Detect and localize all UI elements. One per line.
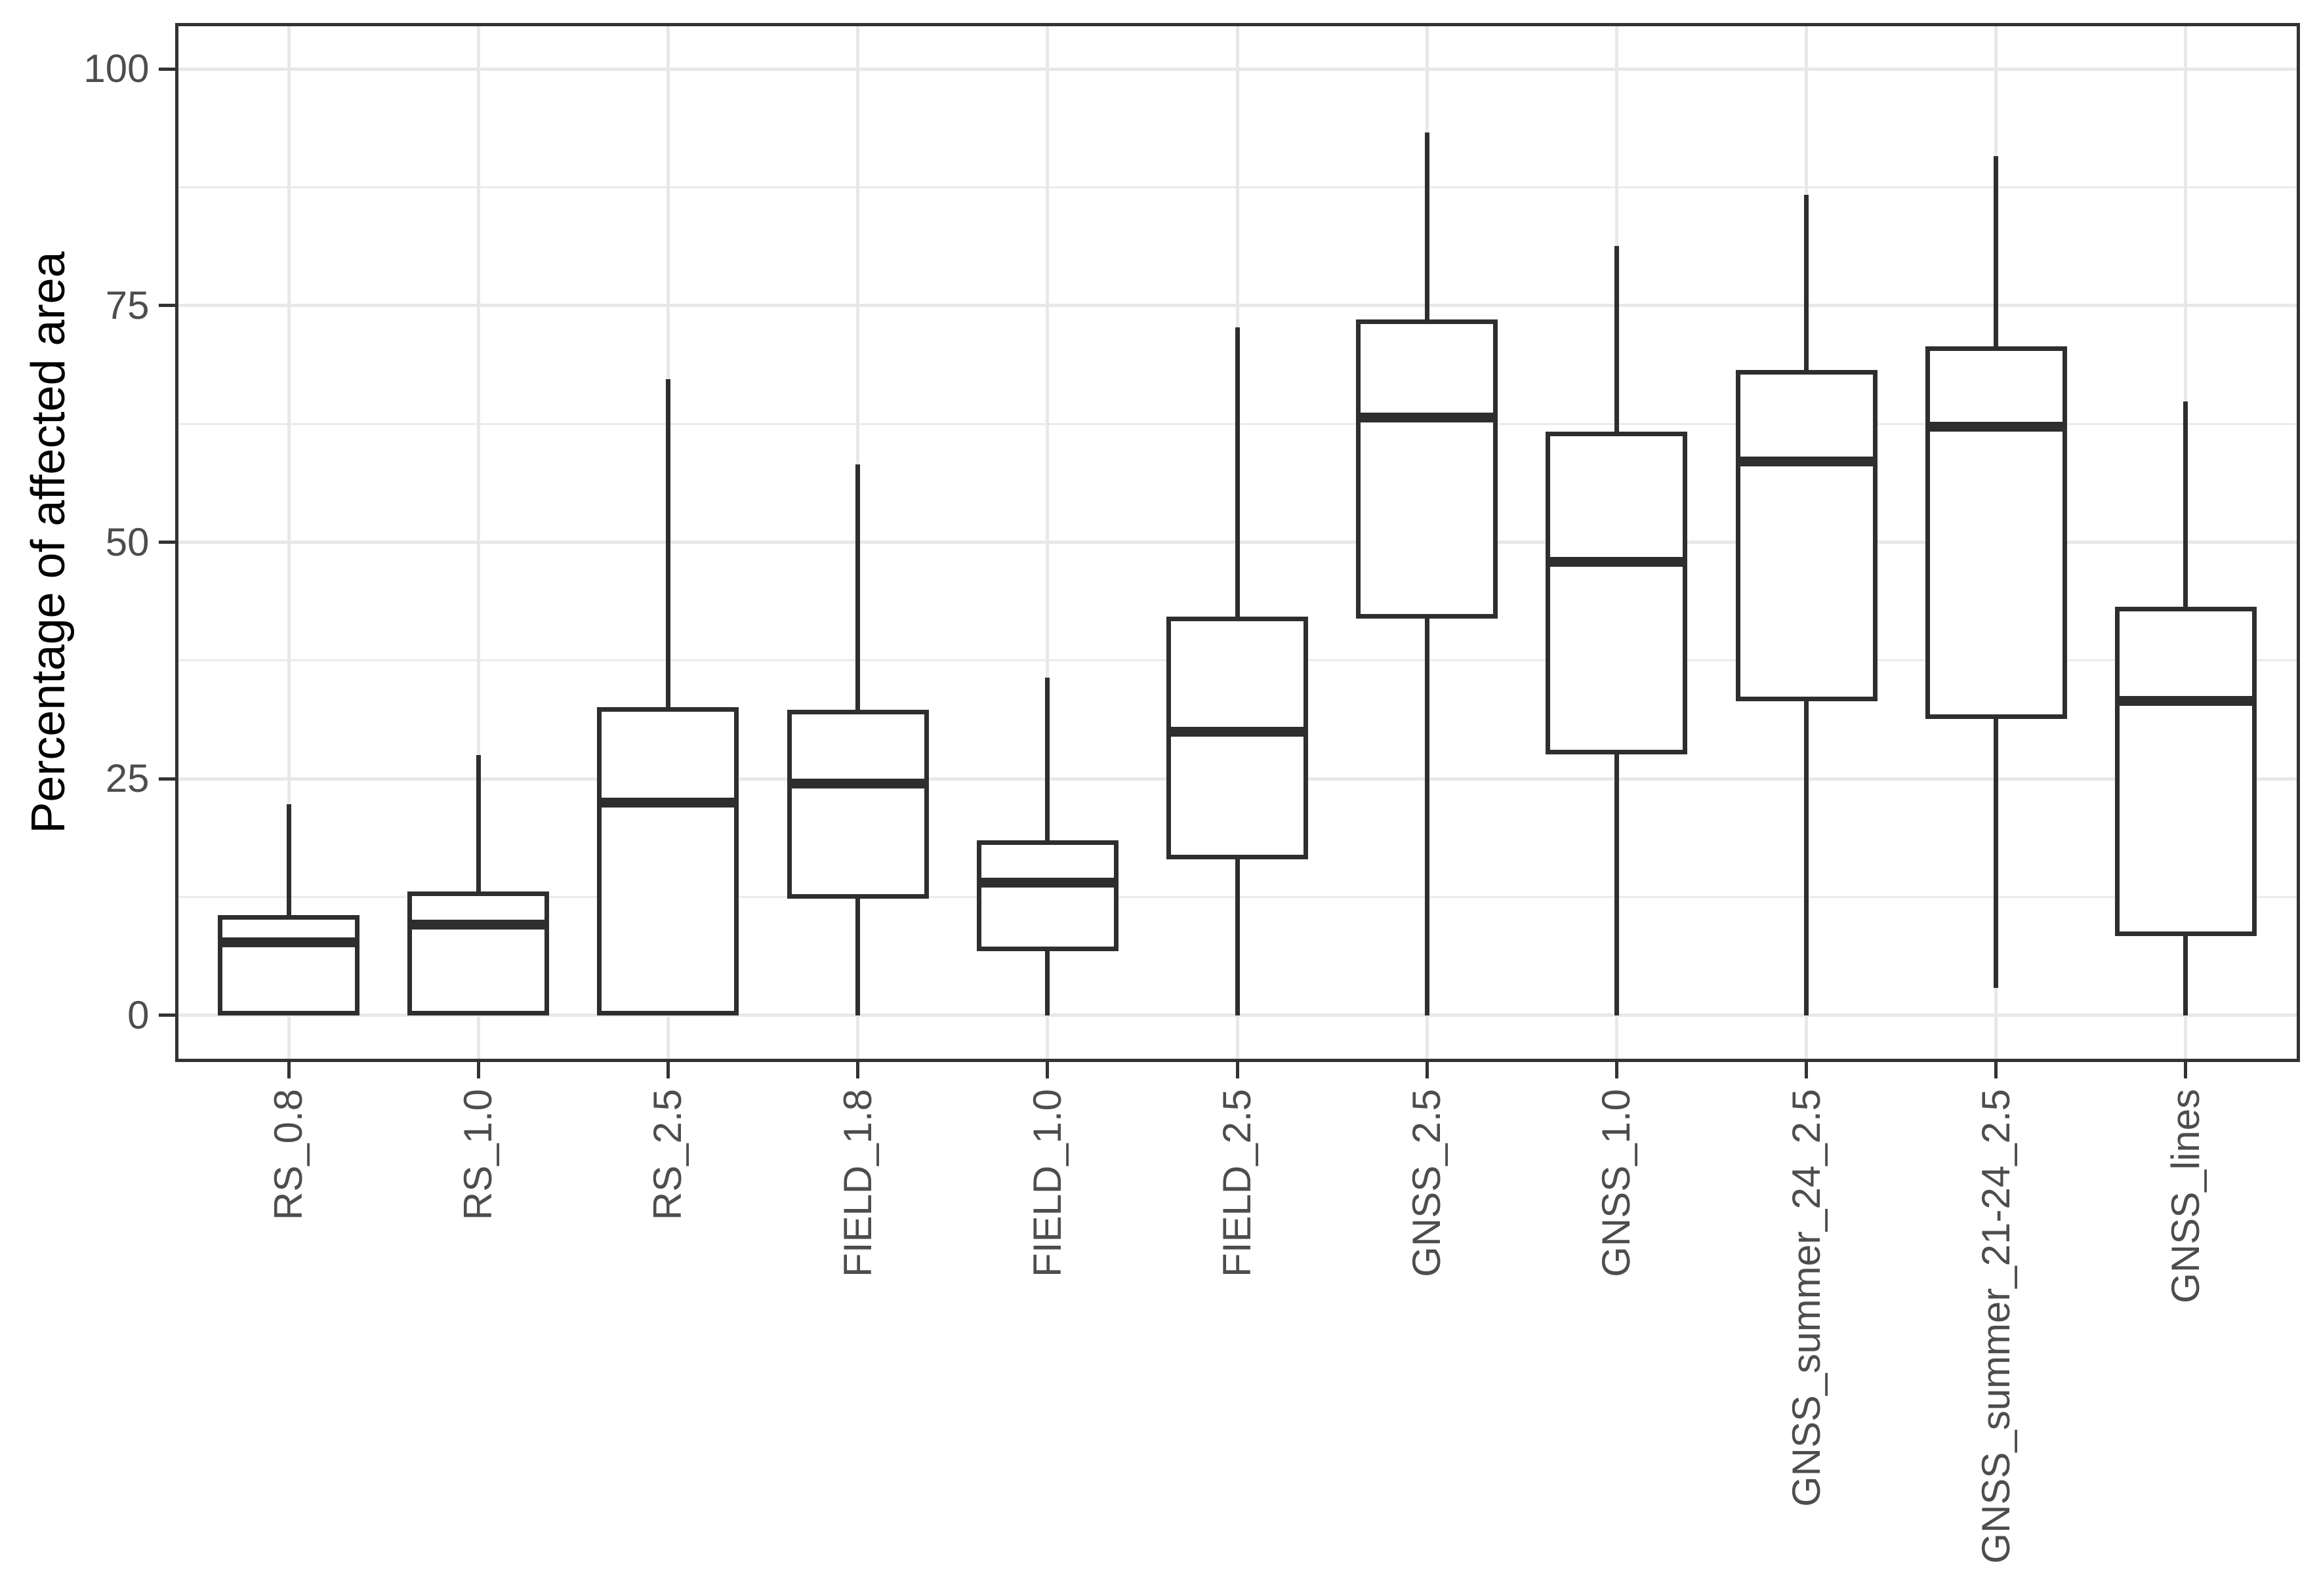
x-axis-tick: [1614, 1061, 1618, 1078]
median-line: [597, 797, 739, 808]
y-axis-tick: [158, 541, 175, 544]
x-category-label: RS_1.0: [456, 1088, 501, 1220]
x-category-label: FIELD_1.0: [1025, 1088, 1069, 1277]
upper-whisker: [1424, 132, 1429, 320]
y-tick-label: 50: [105, 520, 150, 564]
median-line: [787, 778, 929, 788]
lower-whisker: [855, 899, 861, 1015]
lower-whisker: [1614, 754, 1619, 1015]
x-category-label: RS_0.8: [266, 1088, 311, 1220]
box-iqr: [597, 706, 739, 1015]
median-line: [1925, 422, 2067, 432]
box-iqr: [2114, 606, 2257, 936]
major-gridline-vertical: [1046, 26, 1050, 1059]
x-category-label: GNSS_1.0: [1594, 1088, 1639, 1277]
x-axis-tick: [1235, 1061, 1239, 1078]
lower-whisker: [2183, 935, 2188, 1015]
x-axis-tick: [287, 1061, 291, 1078]
lower-whisker: [1804, 701, 1809, 1015]
median-line: [1546, 557, 1688, 567]
median-line: [2114, 696, 2257, 706]
x-axis-tick: [856, 1061, 860, 1078]
median-line: [1735, 457, 1878, 467]
lower-whisker: [1045, 951, 1050, 1015]
upper-whisker: [1235, 327, 1240, 617]
box-iqr: [407, 891, 550, 1015]
lower-whisker: [1424, 619, 1429, 1015]
box-iqr: [787, 709, 929, 899]
y-axis-tick: [158, 777, 175, 781]
median-line: [1356, 412, 1498, 422]
y-tick-label: 25: [105, 756, 150, 801]
upper-whisker: [1614, 245, 1619, 432]
x-axis-tick: [476, 1061, 480, 1078]
upper-whisker: [1045, 677, 1050, 840]
upper-whisker: [2183, 401, 2188, 607]
lower-whisker: [1994, 719, 1999, 988]
x-category-label: GNSS_lines: [2163, 1088, 2207, 1303]
box-iqr: [218, 914, 360, 1015]
upper-whisker: [1994, 155, 1999, 346]
upper-whisker: [665, 379, 670, 707]
x-axis-tick: [1805, 1061, 1809, 1078]
x-category-label: GNSS_2.5: [1405, 1088, 1449, 1277]
median-line: [407, 919, 550, 930]
x-category-label: FIELD_2.5: [1215, 1088, 1259, 1277]
x-axis-tick: [2184, 1061, 2188, 1078]
x-category-label: FIELD_1.8: [835, 1088, 880, 1277]
y-tick-label: 75: [105, 283, 150, 327]
median-line: [976, 878, 1118, 888]
box-iqr: [1166, 617, 1308, 859]
x-category-label: GNSS_summer_21-24_2.5: [1973, 1088, 2018, 1564]
x-category-label: GNSS_summer_24_2.5: [1784, 1088, 1828, 1507]
lower-whisker: [1235, 859, 1240, 1015]
box-iqr: [1356, 319, 1498, 619]
box-iqr: [1925, 346, 2067, 720]
y-tick-label: 100: [83, 47, 150, 91]
x-axis-tick: [1425, 1061, 1429, 1078]
y-axis-tick: [158, 304, 175, 308]
box-iqr: [1735, 369, 1878, 701]
x-axis-tick: [666, 1061, 670, 1078]
box-iqr: [1546, 431, 1688, 754]
x-axis-tick: [1046, 1061, 1050, 1078]
x-category-label: RS_2.5: [646, 1088, 690, 1220]
upper-whisker: [855, 464, 861, 710]
upper-whisker: [286, 804, 291, 915]
y-tick-label: 0: [127, 992, 150, 1037]
box-iqr: [976, 840, 1118, 951]
major-gridline-vertical: [476, 26, 480, 1059]
median-line: [1166, 726, 1308, 737]
y-axis-tick: [158, 67, 175, 71]
upper-whisker: [476, 755, 481, 891]
upper-whisker: [1804, 195, 1809, 370]
y-axis-tick: [158, 1013, 175, 1017]
median-line: [218, 937, 360, 948]
major-gridline-vertical: [287, 26, 291, 1059]
x-axis-tick: [1994, 1061, 1998, 1078]
